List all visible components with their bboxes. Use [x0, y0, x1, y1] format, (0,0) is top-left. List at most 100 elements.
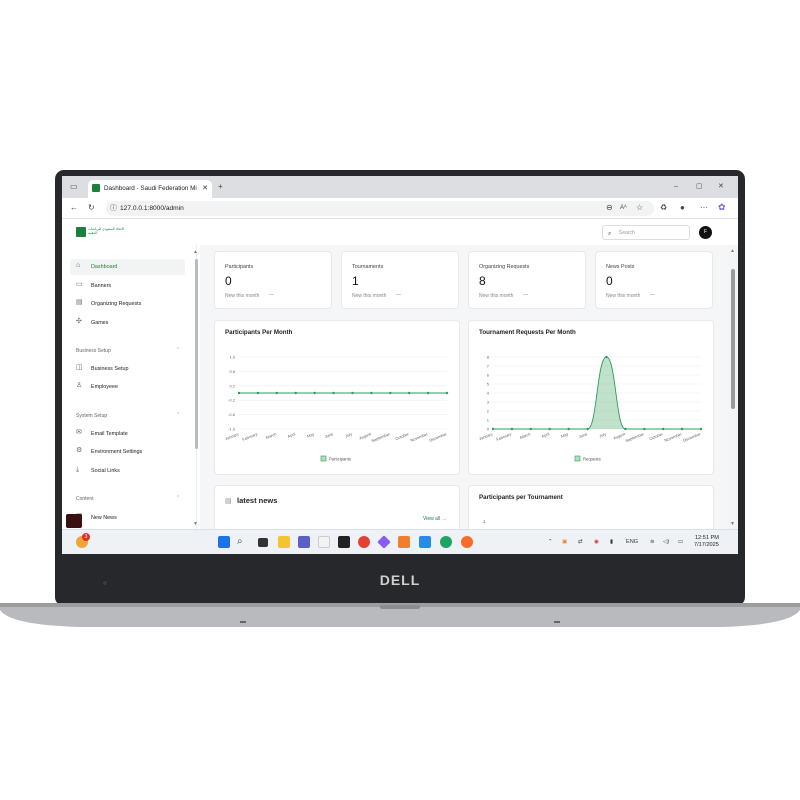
chevron-up-icon[interactable]: ⌃ [548, 539, 553, 545]
chevron-up-icon[interactable]: ⌃ [176, 347, 181, 353]
task-view-icon[interactable] [258, 538, 268, 547]
scroll-down-icon[interactable]: ▼ [730, 521, 735, 527]
dash-icon: — [650, 292, 655, 298]
close-window-icon[interactable]: ✕ [718, 183, 724, 190]
sidebar-item-banners[interactable]: ▭ Banners [70, 278, 185, 294]
minimize-icon[interactable]: – [674, 183, 678, 190]
battery-icon[interactable]: ▭ [678, 539, 684, 545]
sidebar-item-games[interactable]: ✣ Games [70, 315, 185, 331]
user-icon: ♙ [76, 382, 83, 389]
sidebar-item-business-setup[interactable]: ◫ Business Setup [70, 361, 185, 377]
sidebar-item-label: Employeee [91, 384, 118, 390]
data-point [426, 391, 430, 395]
close-tab-icon[interactable]: ✕ [202, 185, 208, 192]
tray-app-icon[interactable]: ▣ [562, 539, 568, 545]
x-tick-label: December [682, 431, 702, 443]
data-point [586, 427, 589, 431]
tray-app-icon[interactable]: ⇄ [578, 539, 583, 545]
data-point [313, 391, 316, 395]
site-info-icon[interactable]: ⓘ [110, 205, 117, 212]
puzzle-icon: ✣ [76, 318, 82, 325]
webcam [103, 581, 107, 585]
scroll-down-icon[interactable]: ▼ [193, 521, 198, 527]
edge-icon[interactable] [440, 536, 452, 548]
stat-value: 8 [479, 274, 486, 288]
tray-app-icon[interactable]: ▮ [610, 539, 614, 545]
xampp-icon[interactable] [398, 536, 410, 548]
sidebar-item-employee[interactable]: ♙ Employeee [70, 379, 185, 395]
zoom-icon[interactable]: ⊖ [606, 203, 613, 212]
language-indicator[interactable]: ENG [626, 539, 639, 545]
y-tick-label: -0.6 [228, 412, 236, 417]
refresh-icon[interactable]: ↻ [88, 203, 95, 212]
scroll-up-icon[interactable]: ▲ [193, 249, 198, 255]
stat-label: News Posts [606, 264, 635, 270]
app-icon[interactable] [318, 536, 330, 548]
tray-app-icon[interactable]: ◉ [594, 539, 599, 545]
chevron-up-icon[interactable]: ⌃ [176, 412, 181, 418]
y-tick-label: 8 [487, 355, 490, 360]
sidebar-item-new-news[interactable]: ▦New News [70, 510, 185, 526]
vscode-icon[interactable] [419, 536, 431, 548]
chevron-up-icon[interactable]: ⌃ [176, 495, 181, 501]
volume-icon[interactable]: ◁) [663, 539, 670, 545]
wifi-icon[interactable]: ≋ [650, 539, 655, 545]
stat-sub: New this month [352, 293, 387, 299]
browser-tab[interactable]: Dashboard - Saudi Federation Mi ✕ [88, 180, 212, 198]
chart-title: Tournament Requests Per Month [479, 329, 576, 336]
file-explorer-icon[interactable] [278, 536, 290, 548]
url-field[interactable]: ⓘ 127.0.0.1:8000/admin [106, 201, 654, 216]
sidebar-item-dashboard[interactable]: ⌂ Dashboard [70, 259, 185, 275]
read-aloud-icon[interactable]: Aᴬ [620, 205, 627, 211]
sidebar-scrollbar[interactable] [195, 259, 198, 449]
copilot-icon[interactable]: ✿ [718, 202, 726, 212]
page-scrollbar[interactable]: ▲ ▼ [728, 245, 738, 529]
address-bar-row: ← ↻ ⓘ 127.0.0.1:8000/admin ⊖ Aᴬ ☆ ♻ ● ··… [62, 198, 738, 219]
section-heading-content: Content [76, 496, 94, 502]
favorite-icon[interactable]: ☆ [636, 203, 644, 212]
x-tick-label: January [224, 431, 239, 441]
search-input[interactable]: ⌕ Search [602, 225, 690, 240]
profile-icon[interactable]: ● [680, 203, 685, 212]
section-heading-business: Business Setup [76, 348, 111, 354]
stat-card-tournaments: Tournaments 1 New this month — [341, 251, 459, 309]
scroll-up-icon[interactable]: ▲ [730, 248, 735, 254]
clock[interactable]: 12:51 PM 7/17/2025 [694, 535, 719, 549]
data-point [510, 427, 514, 431]
start-icon[interactable] [218, 536, 230, 548]
dell-logo: DELL [379, 572, 421, 588]
teams-icon[interactable] [298, 536, 310, 548]
home-icon: ⌂ [76, 262, 81, 269]
data-point [643, 427, 646, 431]
sidebar-item-email-template[interactable]: ✉ Email Template [70, 426, 185, 442]
data-point [351, 391, 354, 395]
sidebar-item-organizing-requests[interactable]: ▤ Organizing Requests [70, 296, 185, 312]
x-tick-label: November [663, 431, 683, 443]
avatar[interactable]: F [699, 226, 712, 239]
scroll-thumb[interactable] [731, 269, 735, 409]
tab-actions-icon[interactable]: ▭ [70, 182, 78, 191]
search-icon[interactable]: ⌕ [237, 536, 243, 547]
laptop-base [0, 603, 800, 627]
firefox-icon[interactable] [461, 536, 473, 548]
image-icon: ▭ [76, 281, 83, 288]
more-icon[interactable]: ··· [700, 203, 708, 212]
new-tab-icon[interactable]: + [218, 182, 223, 191]
y-tick-label: 6 [487, 373, 490, 378]
chrome-icon[interactable] [358, 536, 370, 548]
view-all-link[interactable]: View all → [423, 516, 447, 522]
x-tick-label: August [612, 431, 626, 441]
x-tick-label: February [242, 431, 259, 442]
sidebar-item-social-links[interactable]: ⤓ Social Links [70, 463, 185, 479]
y-tick-label: 5 [487, 382, 490, 387]
extensions-icon[interactable]: ♻ [660, 203, 668, 212]
x-tick-label: July [598, 431, 606, 438]
sidebar-item-environment-settings[interactable]: ⚙ Environment Settings [70, 444, 185, 460]
app-icon[interactable] [377, 535, 391, 549]
federation-logo[interactable] [76, 227, 86, 237]
terminal-icon[interactable] [338, 536, 350, 548]
back-icon[interactable]: ← [70, 203, 78, 212]
restore-icon[interactable]: ▢ [696, 183, 703, 190]
briefcase-icon: ◫ [76, 364, 83, 371]
data-point [445, 391, 449, 395]
